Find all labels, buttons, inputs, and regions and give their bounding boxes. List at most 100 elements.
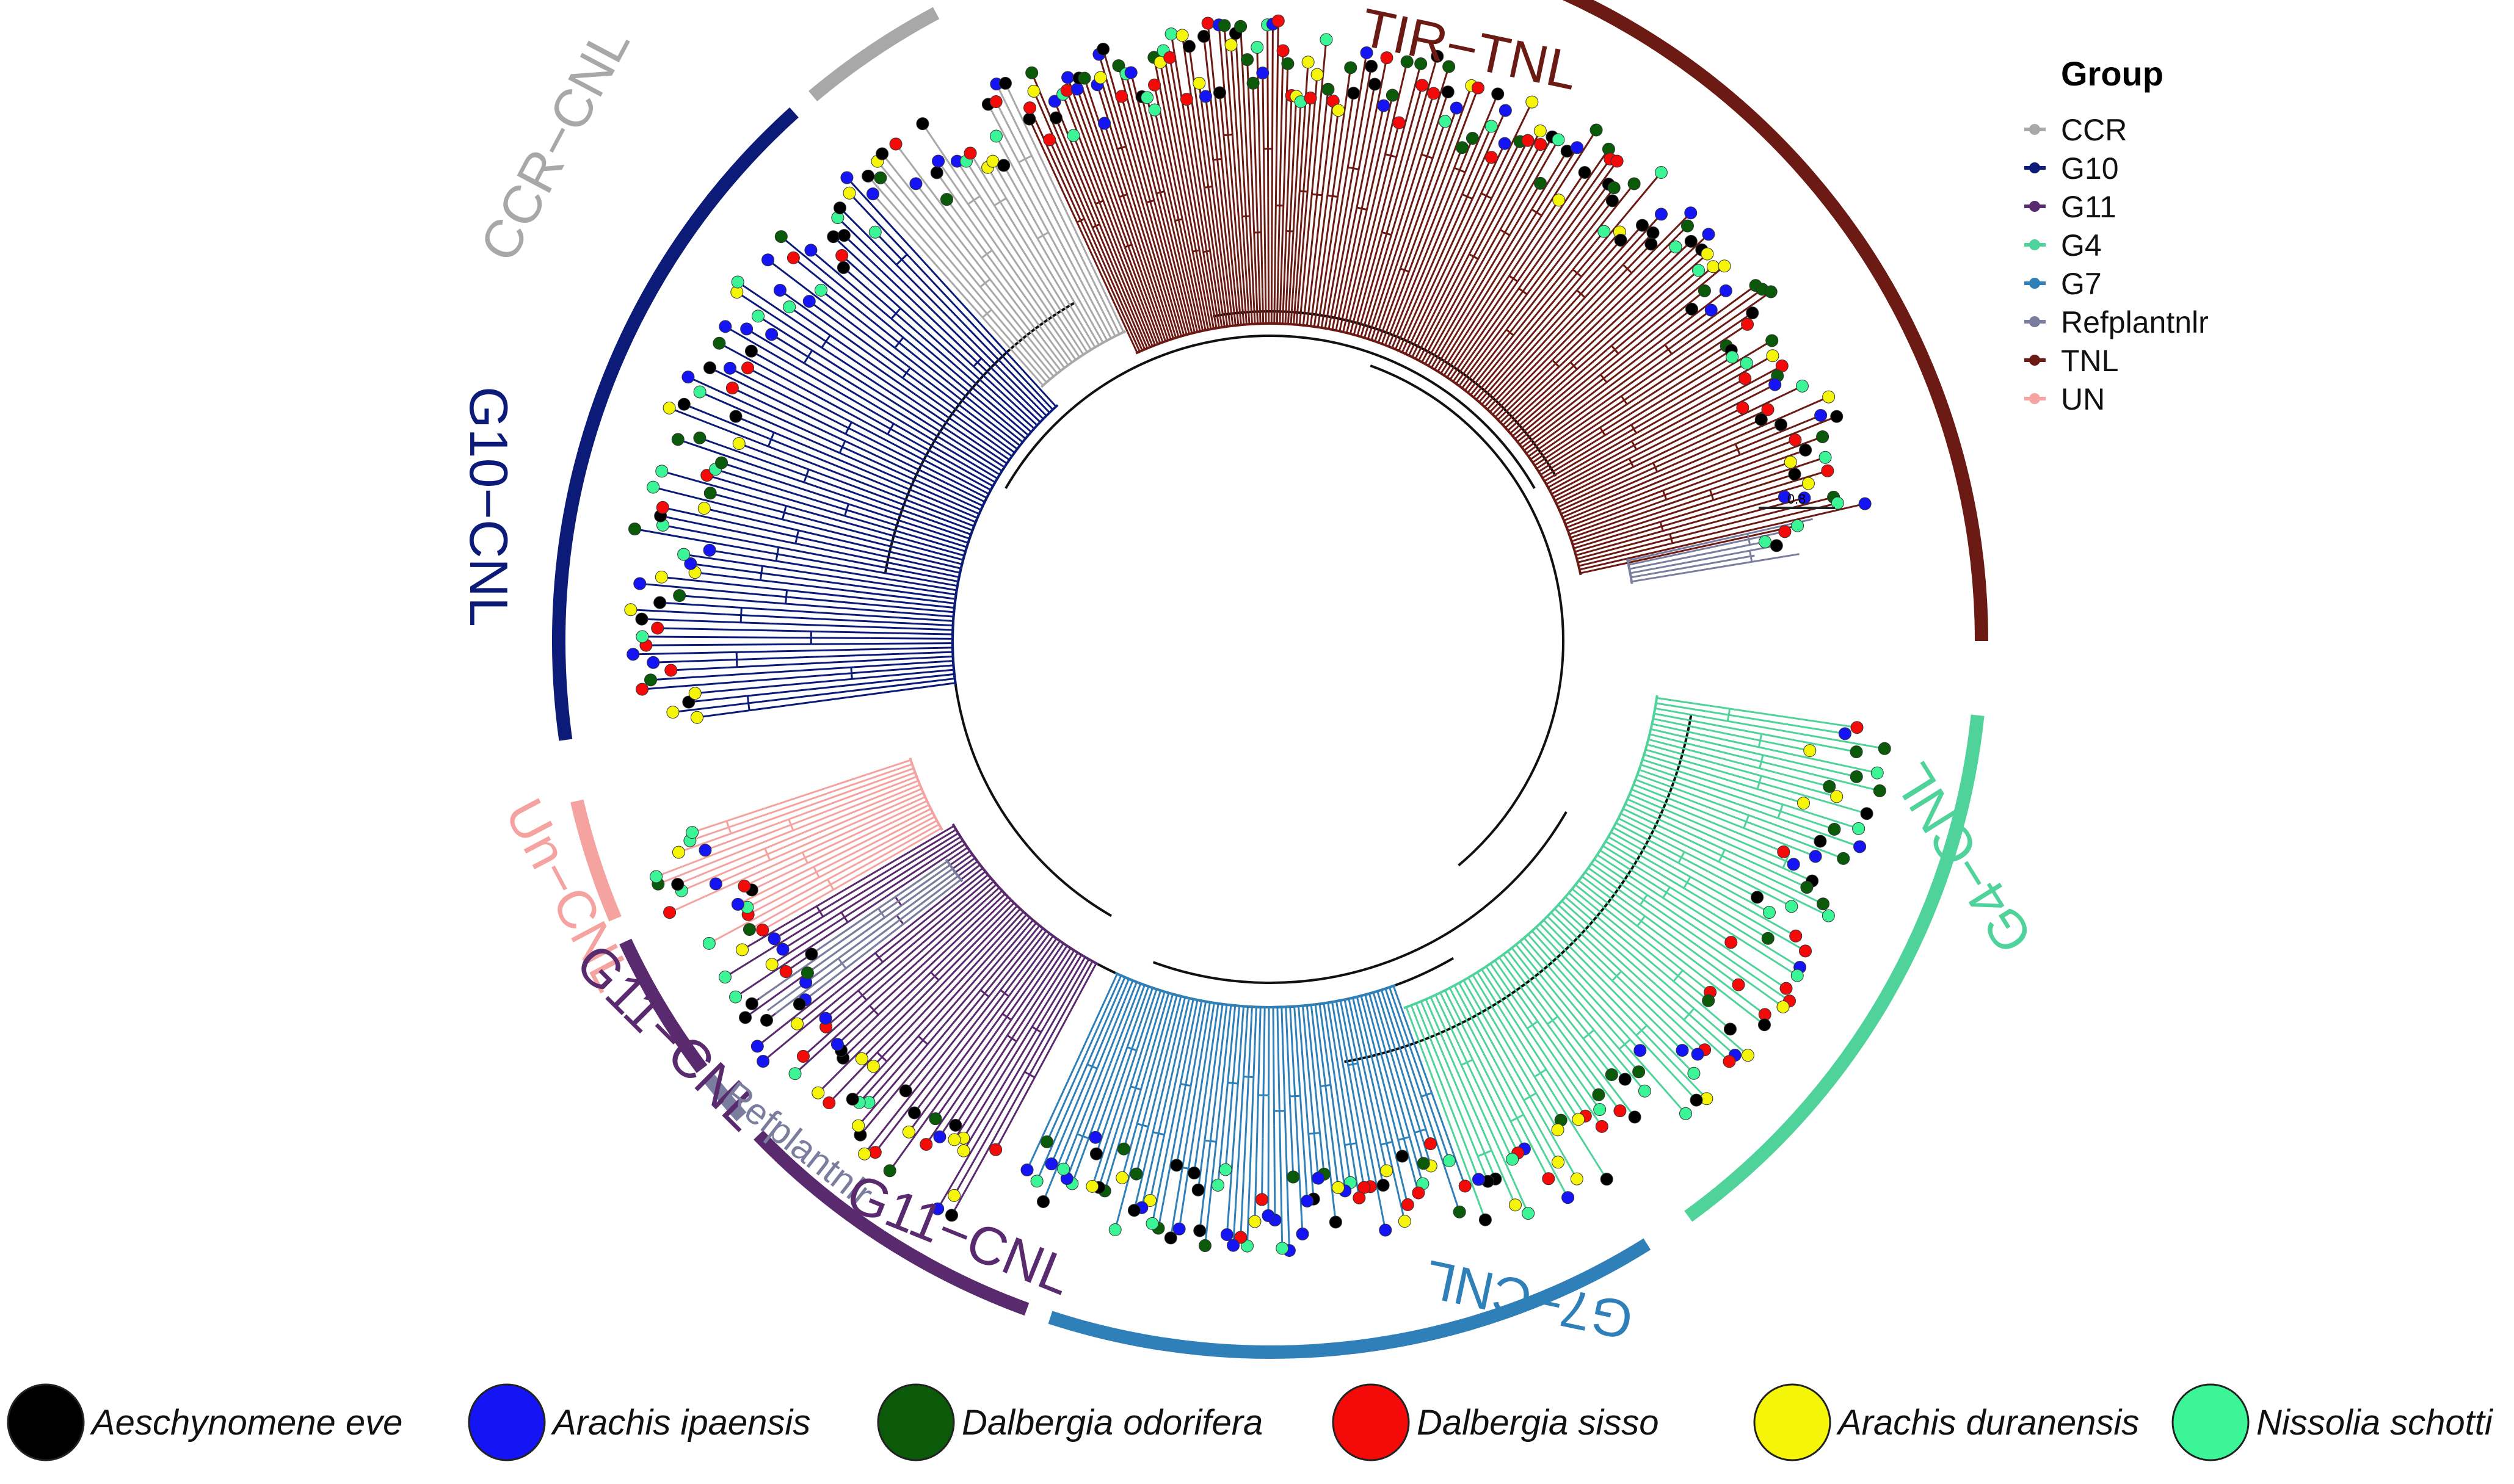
tip-node xyxy=(1115,90,1128,103)
branch xyxy=(835,839,964,924)
tip-node xyxy=(656,501,669,514)
branch xyxy=(1492,338,1568,416)
tip-node xyxy=(1172,1222,1186,1236)
branch xyxy=(811,642,953,645)
branch xyxy=(1730,822,1816,858)
branch xyxy=(1031,72,1084,195)
branch xyxy=(769,792,924,861)
branch xyxy=(1584,871,1646,917)
branch xyxy=(863,996,990,1155)
branch xyxy=(1257,1007,1262,1080)
tip-node xyxy=(1572,1113,1585,1126)
clade-branch xyxy=(951,404,1059,686)
legend-swatch-dot xyxy=(2029,393,2040,404)
legend-swatch-dot xyxy=(2029,201,2040,212)
tip-node xyxy=(1332,104,1345,117)
branch xyxy=(954,294,1057,408)
branch xyxy=(1652,963,1731,1030)
branch xyxy=(1660,469,1828,523)
branch xyxy=(715,468,874,519)
tip-node xyxy=(677,397,691,411)
branch xyxy=(934,1059,978,1120)
branch xyxy=(1094,1046,1128,1138)
tip-node xyxy=(1049,111,1063,125)
branch xyxy=(1599,849,1674,897)
branch xyxy=(1572,231,1605,270)
branch xyxy=(837,974,912,1045)
branch xyxy=(741,621,953,631)
tip-node xyxy=(1789,929,1803,943)
branch xyxy=(1576,239,1622,291)
tip-node xyxy=(709,877,722,891)
branch xyxy=(968,914,1028,980)
branch xyxy=(1026,1051,1083,1171)
tip-node xyxy=(1130,1167,1143,1181)
tip-node xyxy=(1628,1110,1641,1124)
branch xyxy=(1508,199,1560,277)
branch xyxy=(1630,554,1755,579)
branch xyxy=(1516,374,1602,443)
tip-node xyxy=(868,225,882,239)
branch xyxy=(757,315,809,349)
legend-swatch-dot xyxy=(2029,355,2040,366)
branch xyxy=(971,945,1068,1089)
branch xyxy=(1611,269,1699,347)
branch xyxy=(843,267,898,316)
branch xyxy=(1335,228,1359,331)
branch xyxy=(1328,132,1367,330)
branch xyxy=(694,571,761,581)
branch xyxy=(1309,195,1329,327)
legend-item: CCR xyxy=(2024,113,2127,147)
branch xyxy=(692,791,815,834)
tip-node xyxy=(636,630,649,643)
branch xyxy=(726,613,953,627)
tip-node xyxy=(1754,413,1768,426)
branch xyxy=(1234,33,1248,230)
branch xyxy=(1509,200,1613,333)
branch xyxy=(1546,916,1592,961)
branch xyxy=(1162,50,1183,154)
branch xyxy=(1734,892,1770,913)
tip-node xyxy=(1117,1142,1130,1156)
branch xyxy=(778,524,962,570)
branch xyxy=(1502,361,1571,426)
legend-item: TNL xyxy=(2024,344,2118,378)
branch xyxy=(1150,206,1188,335)
species-legend-item: Arachis ipaensis xyxy=(468,1383,810,1461)
branch xyxy=(896,314,1032,433)
clade-label-g10-cnl: G10−CNL xyxy=(459,386,519,627)
branch xyxy=(1602,845,1671,888)
branch xyxy=(1339,142,1383,331)
tip-node xyxy=(1680,219,1694,233)
tip-node xyxy=(788,1067,802,1080)
branch xyxy=(1750,744,1878,774)
branch xyxy=(1355,1143,1365,1188)
branch xyxy=(892,908,1021,1046)
branch xyxy=(1596,854,1715,932)
branch xyxy=(967,203,1077,361)
branch xyxy=(1356,996,1393,1142)
branch xyxy=(1014,952,1079,1055)
branch xyxy=(1415,1003,1462,1115)
branch xyxy=(1635,266,1714,333)
branch xyxy=(1139,993,1170,1090)
branch xyxy=(1146,97,1176,221)
branch xyxy=(1494,960,1539,1022)
tip-node xyxy=(627,648,640,661)
clade-arc-tnl xyxy=(1562,0,1988,642)
tip-node xyxy=(1860,807,1873,820)
branch xyxy=(788,306,860,357)
branch xyxy=(1087,982,1138,1107)
branch xyxy=(1509,345,1613,434)
branch xyxy=(1581,875,1712,975)
branch xyxy=(858,354,1010,461)
branch xyxy=(1554,908,1622,972)
branch xyxy=(961,219,1069,366)
branch xyxy=(1141,96,1174,226)
branch xyxy=(1196,192,1220,328)
tip-node xyxy=(1025,66,1039,79)
branch xyxy=(840,1014,879,1051)
branch xyxy=(1472,1059,1519,1154)
tip-node xyxy=(1570,1172,1583,1185)
branch xyxy=(1726,473,1795,497)
